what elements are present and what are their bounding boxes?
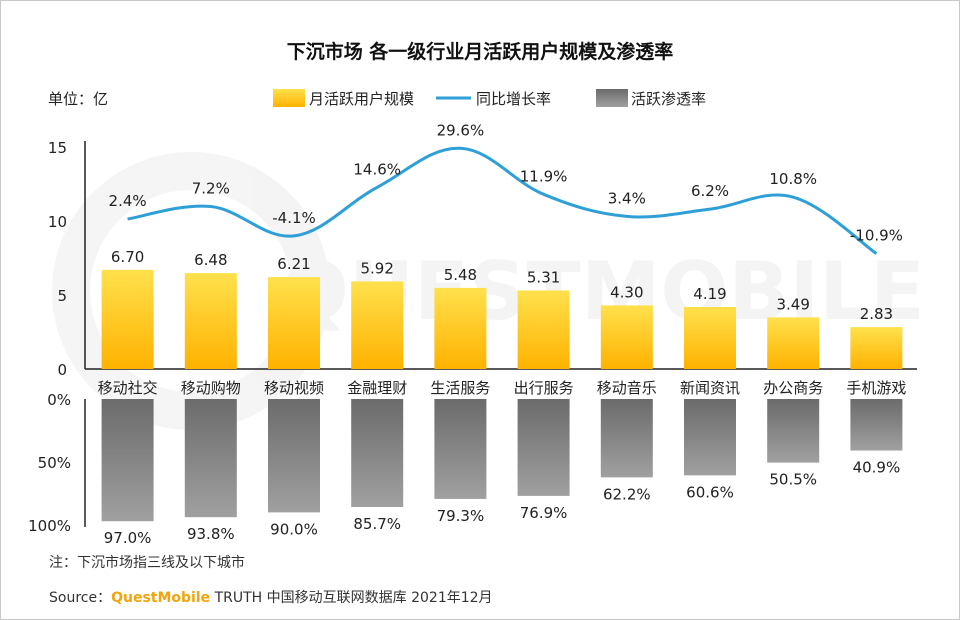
penetration-label: 79.3%: [437, 507, 485, 525]
user-bar-label: 6.70: [111, 248, 144, 266]
penetration-label: 60.6%: [686, 483, 734, 501]
penetration-label: 40.9%: [853, 459, 901, 477]
unit-label: 单位：亿: [48, 90, 108, 108]
legend-label-users: 月活跃用户规模: [309, 90, 414, 108]
growth-line: [127, 146, 878, 255]
penetration-label: 76.9%: [520, 504, 568, 522]
penetration-tick-label: 50%: [38, 454, 71, 472]
growth-labels: 2.4% 7.2% -4.1% 14.6% 29.6% 11.9% 3.4% 6.2% 10.8…: [109, 121, 903, 244]
penetration-tick-label: 100%: [28, 517, 71, 535]
y-tick-label: 10: [48, 213, 67, 231]
penetration-bar: [101, 399, 154, 522]
penetration-label: 93.8%: [187, 525, 235, 543]
growth-label: -10.9%: [850, 227, 903, 245]
y-tick-label: 15: [48, 139, 67, 157]
user-bar: [184, 273, 237, 369]
penetration-bar: [684, 399, 736, 476]
user-bar: [268, 277, 320, 369]
user-bar: [600, 305, 653, 369]
penetration-bar: [767, 399, 820, 463]
penetration-label: 50.5%: [769, 471, 817, 489]
category-label: 移动购物: [181, 379, 241, 397]
growth-label: 11.9%: [520, 167, 568, 185]
penetration-labels: 97.0% 93.8% 90.0% 85.7% 79.3% 76.9% 62.2% 60.6%…: [104, 459, 900, 548]
penetration-bar: [351, 399, 404, 507]
legend: 月活跃用户规模 同比增长率 活跃渗透率: [273, 89, 706, 108]
source-line: Source：QuestMobile TRUTH 中国移动互联网数据库 2021…: [49, 587, 493, 607]
user-bar: [517, 290, 570, 369]
penetration-label: 62.2%: [603, 485, 651, 503]
user-bar-labels: 6.70 6.48 6.21 5.92 5.48 5.31 4.30 4.19 3.49 2.83: [111, 248, 893, 323]
penetration-bars: [101, 399, 903, 522]
category-label: 金融理财: [347, 379, 407, 397]
legend-label-growth: 同比增长率: [476, 90, 551, 108]
user-bar-label: 5.31: [527, 268, 560, 286]
category-label: 办公商务: [763, 379, 823, 397]
chart-title: 下沉市场 各一级行业月活跃用户规模及渗透率: [287, 40, 674, 63]
footnote: 注：下沉市场指三线及以下城市: [49, 555, 245, 571]
source-brand: QuestMobile: [111, 590, 211, 606]
user-bar-label: 3.49: [776, 295, 809, 313]
category-label: 出行服务: [514, 379, 574, 397]
category-labels: 移动社交 移动购物 移动视频 金融理财 生活服务 出行服务 移动音乐 新闻资讯 办公商务 手机游戏: [98, 379, 907, 397]
y-tick-label: 0: [57, 361, 67, 379]
penetration-label: 85.7%: [353, 515, 401, 533]
penetration-bar: [184, 399, 237, 518]
category-label: 生活服务: [430, 379, 490, 397]
growth-label: 14.6%: [353, 160, 401, 178]
growth-label: 29.6%: [437, 121, 485, 139]
user-bar-label: 5.92: [360, 259, 393, 277]
user-bar-label: 2.83: [860, 305, 893, 323]
user-bar: [684, 306, 736, 369]
category-label: 移动社交: [98, 379, 158, 397]
y-tick-label: 5: [57, 287, 67, 305]
source-description: TRUTH 中国移动互联网数据库 2021年12月: [210, 590, 493, 606]
user-bar-label: 6.48: [194, 251, 227, 269]
user-bar: [434, 287, 487, 369]
user-bars: [101, 269, 903, 369]
growth-line-group: [127, 146, 878, 255]
legend-swatch-bar: [273, 89, 305, 107]
user-bar: [101, 269, 154, 369]
penetration-bar: [600, 399, 653, 478]
lower-y-ticks: 0% 50% 100%: [28, 391, 71, 535]
growth-label: 2.4%: [109, 192, 147, 210]
growth-label: 7.2%: [192, 180, 230, 198]
category-label: 手机游戏: [846, 379, 906, 397]
upper-y-ticks: 0 5 10 15: [48, 139, 67, 379]
user-bar-label: 4.19: [693, 285, 726, 303]
user-bar: [767, 317, 820, 369]
penetration-label: 97.0%: [104, 529, 152, 547]
category-label: 新闻资讯: [680, 379, 740, 397]
user-bar: [850, 327, 903, 369]
growth-label: 10.8%: [769, 170, 817, 188]
user-bar-label: 4.30: [610, 283, 643, 301]
growth-label: 3.4%: [608, 189, 646, 207]
category-label: 移动音乐: [597, 379, 657, 397]
user-bar-label: 5.48: [444, 266, 477, 284]
legend-swatch-penetration: [596, 89, 628, 107]
category-label: 移动视频: [264, 379, 324, 397]
penetration-tick-label: 0%: [47, 391, 71, 409]
user-bar: [351, 281, 404, 369]
user-bar-label: 6.21: [277, 255, 310, 273]
penetration-bar: [850, 399, 903, 451]
penetration-bar: [434, 399, 487, 499]
growth-label: -4.1%: [272, 209, 316, 227]
penetration-bar: [268, 399, 320, 513]
penetration-bar: [517, 399, 570, 496]
legend-label-penetration: 活跃渗透率: [631, 90, 706, 108]
source-label: Source：: [49, 590, 112, 606]
penetration-label: 90.0%: [270, 520, 318, 538]
growth-label: 6.2%: [691, 182, 729, 200]
